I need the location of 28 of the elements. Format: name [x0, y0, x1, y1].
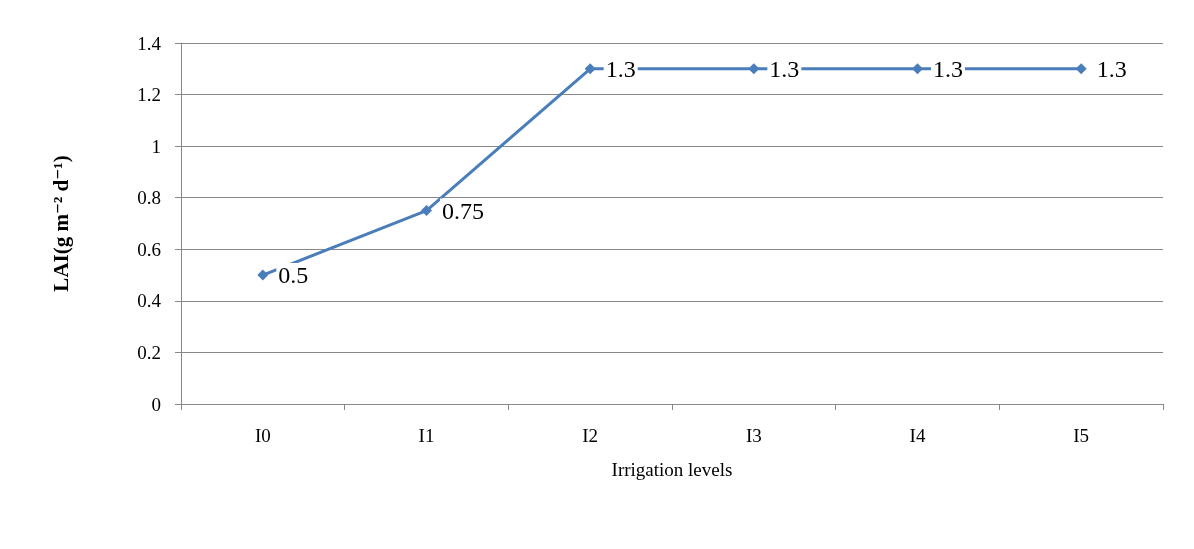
- data-label: 1.3: [605, 55, 636, 82]
- x-tick-label: I2: [582, 425, 599, 446]
- data-label: 1.3: [933, 55, 963, 82]
- data-label: 1.3: [1096, 55, 1127, 82]
- point: [912, 63, 923, 75]
- point: [1075, 63, 1087, 75]
- y-tick-label: 1: [151, 135, 161, 157]
- y-tick-label: 1.2: [137, 84, 161, 106]
- x-tick-label: I0: [254, 425, 271, 446]
- y-tick-label: 0.8: [137, 187, 161, 209]
- data-label: 0.75: [442, 197, 484, 224]
- y-tick-label: 0: [151, 393, 161, 415]
- point: [748, 63, 760, 75]
- x-tick-label: I1: [418, 425, 435, 446]
- point: [421, 205, 432, 217]
- y-tick-label: 1.4: [137, 32, 162, 54]
- y-axis-title: LAI(g m⁻² d⁻¹): [48, 155, 73, 292]
- data-label: 1.3: [769, 55, 800, 82]
- x-tick-label: I3: [745, 425, 762, 446]
- y-tick-label: 0.4: [137, 290, 162, 312]
- y-tick-label: 0.2: [137, 341, 161, 363]
- x-tick-label: I4: [909, 425, 926, 446]
- point: [257, 269, 269, 281]
- x-axis-title: Irrigation levels: [611, 459, 733, 480]
- point: [584, 63, 596, 75]
- y-tick-label: 0.6: [137, 238, 161, 260]
- data-label: 0.5: [278, 262, 309, 289]
- x-tick-label: I5: [1073, 425, 1090, 446]
